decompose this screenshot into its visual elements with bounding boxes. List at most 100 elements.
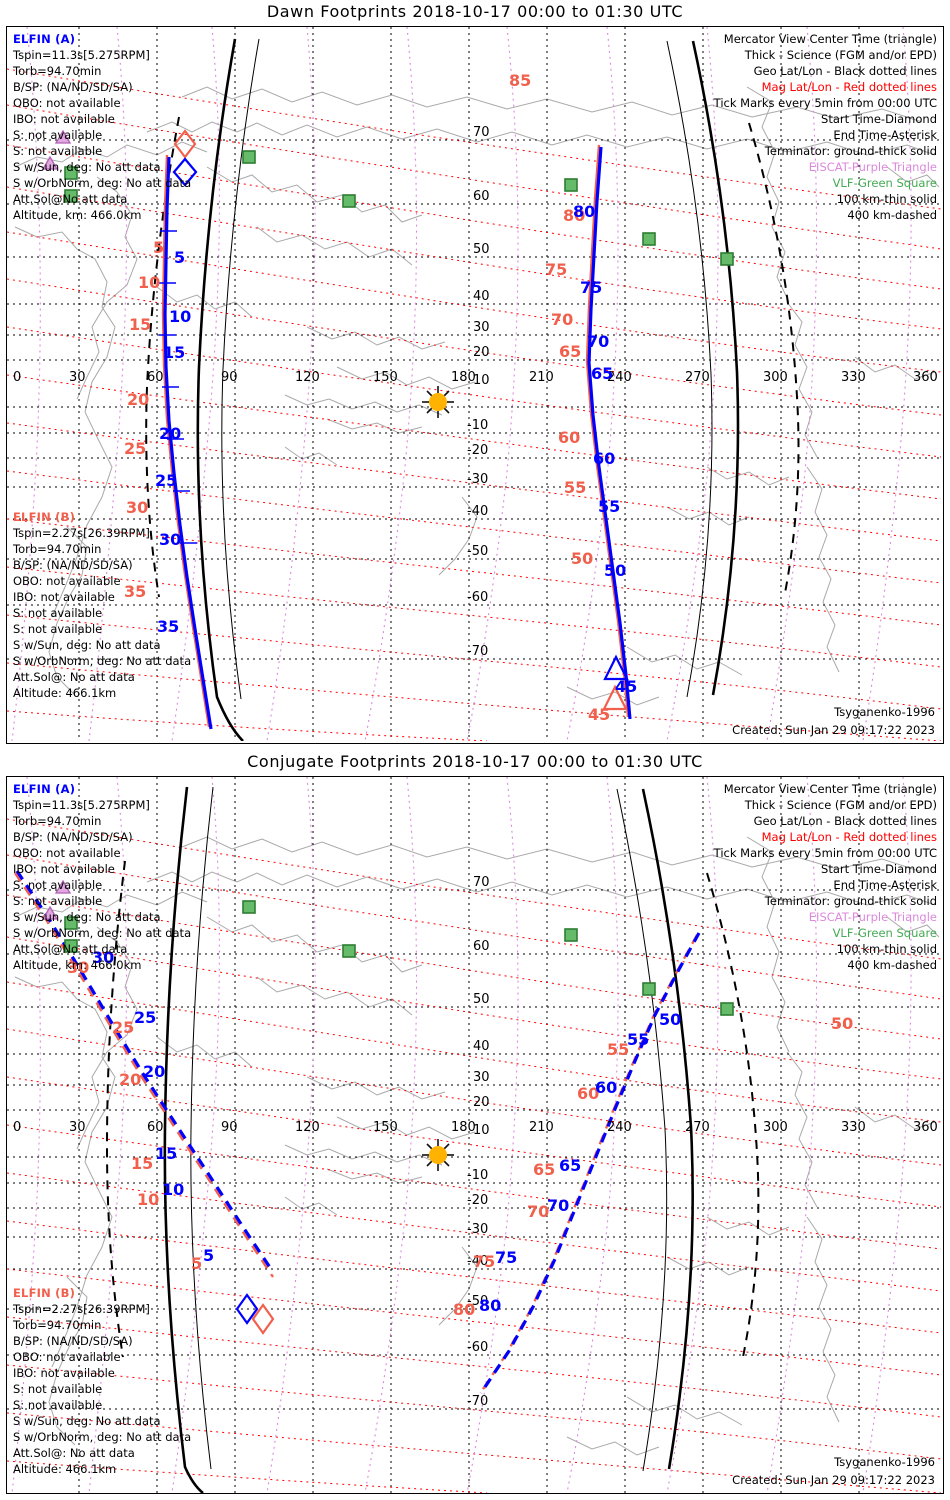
svg-text:10: 10 — [138, 273, 160, 292]
svg-text:80: 80 — [563, 206, 585, 225]
legend-item-geo-latlon: Geo Lat/Lon - Black dotted lines — [753, 64, 937, 78]
created-timestamp-dawn: Created: Sun Jan 29 09:17:22 2023 — [732, 723, 935, 737]
panel-title-conjugate: Conjugate Footprints 2018-10-17 00:00 to… — [247, 752, 703, 771]
info-s1: S: not available — [13, 606, 103, 620]
svg-text:60: 60 — [558, 428, 580, 447]
svg-text:30: 30 — [159, 530, 181, 549]
model-credit-dawn: Tsyganenko-1996 — [834, 705, 935, 719]
track-tick-labels-a: 30 25 20 15 10 5 50 55 60 65 70 75 80 — [92, 948, 681, 1315]
svg-text:-10: -10 — [467, 1168, 488, 1183]
info-torb: Torb=94.70min — [13, 814, 102, 828]
svg-text:20: 20 — [473, 1095, 490, 1110]
svg-text:25: 25 — [124, 439, 146, 458]
svg-text:-20: -20 — [467, 1193, 488, 1208]
start-diamond-a — [172, 157, 198, 187]
legend-item-100km: 100 km-thin solid — [836, 192, 937, 206]
svg-text:-60: -60 — [467, 590, 488, 605]
legend-item-mercator: Mercator View Center Time (triangle) — [723, 32, 937, 46]
svg-text:360: 360 — [913, 370, 938, 385]
info-ibo: IBO: not available — [13, 112, 115, 126]
info-torb: Torb=94.70min — [13, 542, 102, 556]
info-altitude: Altitude, km: 466.0km — [13, 958, 142, 972]
map-frame-conjugate: 0 30 60 90 120 150 180 210 240 270 300 330 360 7… — [6, 776, 944, 1494]
info-s1: S: not available — [13, 1382, 103, 1396]
legend-item-tick-marks: Tick Marks every 5min from 00:00 UTC — [713, 846, 937, 860]
svg-text:45: 45 — [588, 705, 610, 724]
map-canvas-conjugate: 0 30 60 90 120 150 180 210 240 270 300 330 360 7… — [7, 777, 941, 1493]
svg-text:20: 20 — [473, 345, 490, 360]
svg-text:50: 50 — [831, 1014, 853, 1033]
svg-text:150: 150 — [373, 370, 398, 385]
terminator-ground — [196, 38, 740, 741]
svg-text:50: 50 — [571, 549, 593, 568]
legend-item-mercator: Mercator View Center Time (triangle) — [723, 782, 937, 796]
info-obo: OBO: not available — [13, 846, 121, 860]
svg-text:-20: -20 — [467, 443, 488, 458]
info-s-sun: S w/Sun, deg: No att data — [13, 1414, 161, 1428]
info-torb: Torb=94.70min — [13, 64, 102, 78]
svg-text:5: 5 — [153, 238, 164, 257]
svg-text:25: 25 — [112, 1018, 134, 1037]
svg-text:240: 240 — [607, 1120, 632, 1135]
svg-text:15: 15 — [129, 315, 151, 334]
svg-text:-40: -40 — [467, 504, 488, 519]
legend-item-thick-science: Thick - Science (FGM and/or EPD) — [744, 48, 937, 62]
svg-text:60: 60 — [595, 1078, 617, 1097]
svg-text:15: 15 — [155, 1144, 177, 1163]
svg-text:10: 10 — [169, 307, 191, 326]
info-tspin: Tspin=2.27s[26.39RPM] — [13, 1302, 150, 1316]
svg-text:210: 210 — [529, 370, 554, 385]
vlf-stations — [64, 900, 734, 1016]
legend-item-tick-marks: Tick Marks every 5min from 00:00 UTC — [713, 96, 937, 110]
svg-text:0: 0 — [13, 370, 21, 385]
svg-text:35: 35 — [157, 617, 179, 636]
svg-text:10: 10 — [473, 1123, 490, 1138]
svg-text:15: 15 — [163, 343, 185, 362]
model-credit-conjugate: Tsyganenko-1996 — [834, 1455, 935, 1469]
legend-item-end-time: End Time-Asterisk — [833, 128, 937, 142]
info-tspin: Tspin=2.27s[26.39RPM] — [13, 526, 150, 540]
svg-text:55: 55 — [627, 1030, 649, 1049]
info-s2: S: not available — [13, 1398, 103, 1412]
eiscat-stations — [41, 879, 72, 920]
svg-text:55: 55 — [607, 1040, 629, 1059]
svg-text:-10: -10 — [467, 418, 488, 433]
svg-text:90: 90 — [221, 1120, 238, 1135]
svg-text:70: 70 — [547, 1196, 569, 1215]
svg-text:10: 10 — [162, 1180, 184, 1199]
start-diamond-b — [251, 1303, 275, 1335]
svg-text:65: 65 — [559, 342, 581, 361]
svg-text:35: 35 — [124, 582, 146, 601]
legend-dawn: Mercator View Center Time (triangle) Thi… — [714, 31, 937, 223]
info-block-elfin-a-conjugate: ELFIN (A) Tspin=11.3s[5.275RPM] Torb=94.… — [13, 781, 191, 973]
info-s-sun: S w/Sun, deg: No att data — [13, 910, 161, 924]
track-tick-labels-a: 80 75 70 65 60 55 50 45 5 10 15 20 25 30 35 — [155, 202, 637, 696]
svg-text:75: 75 — [473, 1252, 495, 1271]
legend-item-terminator: Terminator: ground-thick solid — [764, 894, 937, 908]
info-altitude: Altitude: 466.1km — [13, 1462, 117, 1476]
legend-item-eiscat: EISCAT-Purple Triangle — [808, 160, 937, 174]
mag-lon-grid — [11, 27, 912, 741]
svg-text:270: 270 — [685, 1120, 710, 1135]
svg-text:5: 5 — [191, 1254, 202, 1273]
legend-item-geo-latlon: Geo Lat/Lon - Black dotted lines — [753, 814, 937, 828]
info-block-elfin-a-dawn: ELFIN (A) Tspin=11.3s[5.275RPM] Torb=94.… — [13, 31, 191, 223]
info-s2: S: not available — [13, 144, 103, 158]
svg-text:60: 60 — [577, 1084, 599, 1103]
legend-item-100km: 100 km-thin solid — [836, 942, 937, 956]
svg-text:10: 10 — [473, 373, 490, 388]
svg-text:60: 60 — [147, 370, 164, 385]
svg-text:-60: -60 — [467, 1340, 488, 1355]
legend-item-start-time: Start Time-Diamond — [821, 862, 937, 876]
svg-text:120: 120 — [295, 1120, 320, 1135]
track-elfin-a-dawn — [163, 146, 632, 730]
svg-text:-30: -30 — [467, 472, 488, 487]
svg-text:30: 30 — [126, 498, 148, 517]
info-tspin: Tspin=11.3s[5.275RPM] — [13, 48, 150, 62]
lat-tick-labels: 70 60 50 40 30 20 10 -10 -20 -30 -40 -50 -60 -70 — [467, 875, 490, 1409]
vlf-stations — [64, 150, 734, 266]
svg-text:60: 60 — [147, 1120, 164, 1135]
svg-text:30: 30 — [69, 370, 86, 385]
svg-text:65: 65 — [559, 1156, 581, 1175]
svg-text:120: 120 — [295, 370, 320, 385]
